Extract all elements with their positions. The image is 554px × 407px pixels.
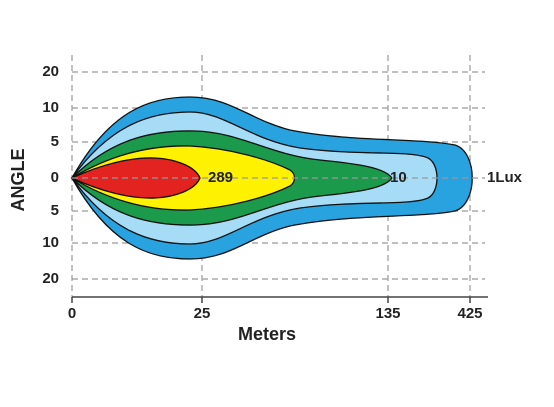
labels: 0 25 135 425 20 10 5 0 5 10 20 289 10 1Lux (42, 63, 522, 322)
x-tick-label: 0 (68, 305, 76, 322)
y-tick-label: 20 (42, 63, 59, 80)
x-axis-title: Meters (238, 324, 296, 344)
contour-label: 10 (390, 169, 407, 186)
y-tick-label: 10 (42, 234, 59, 251)
y-tick-label: 20 (42, 270, 59, 287)
x-tick-label: 135 (375, 305, 400, 322)
y-tick-label: 10 (42, 99, 59, 116)
y-axis-title: ANGLE (8, 149, 28, 212)
x-tick-label: 25 (194, 305, 211, 322)
contour-label: 1Lux (487, 169, 523, 186)
y-tick-label: 5 (51, 202, 59, 219)
y-tick-label: 0 (51, 169, 59, 186)
y-tick-label: 5 (51, 133, 59, 150)
contour-label: 289 (208, 169, 233, 186)
x-tick-label: 425 (457, 305, 482, 322)
